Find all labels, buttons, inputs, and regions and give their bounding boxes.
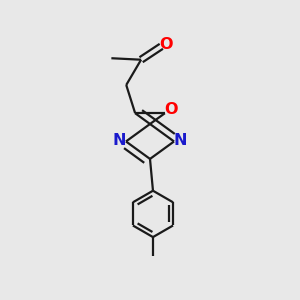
Text: O: O [164, 102, 178, 117]
Text: O: O [160, 37, 173, 52]
Text: N: N [113, 134, 126, 148]
Text: N: N [174, 134, 187, 148]
